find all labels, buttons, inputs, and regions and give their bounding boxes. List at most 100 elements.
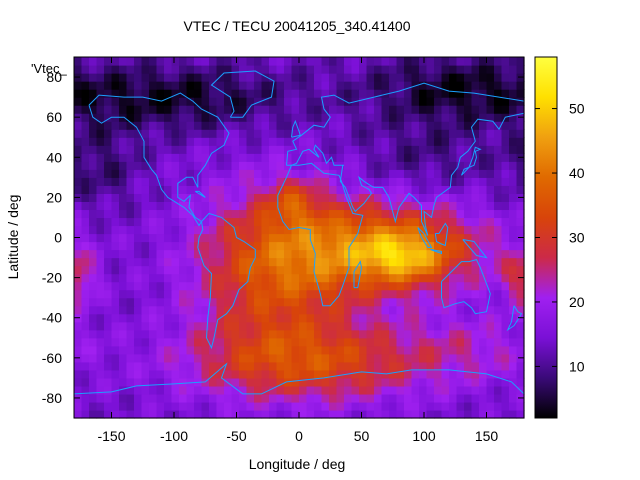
heatmap-cell bbox=[456, 329, 465, 339]
heatmap-cell bbox=[269, 113, 278, 122]
heatmap-cell bbox=[419, 185, 428, 194]
heatmap-cell bbox=[269, 177, 278, 186]
heatmap-cell bbox=[464, 201, 473, 211]
heatmap-cell bbox=[344, 57, 353, 66]
heatmap-cell bbox=[81, 145, 90, 154]
heatmap-cell bbox=[411, 169, 420, 178]
heatmap-cell bbox=[254, 113, 263, 122]
heatmap-cell bbox=[141, 249, 150, 259]
heatmap-cell bbox=[231, 249, 240, 259]
heatmap-cell bbox=[156, 369, 165, 379]
heatmap-cell bbox=[246, 161, 255, 170]
heatmap-cell bbox=[441, 329, 450, 339]
heatmap-cell bbox=[246, 145, 255, 154]
heatmap-cell bbox=[141, 153, 150, 162]
heatmap-cell bbox=[494, 129, 503, 138]
heatmap-cell bbox=[231, 257, 240, 267]
heatmap-cell bbox=[396, 409, 405, 419]
heatmap-cell bbox=[434, 129, 443, 138]
heatmap-cell bbox=[396, 113, 405, 122]
heatmap-cell bbox=[344, 281, 353, 291]
heatmap-cell bbox=[486, 129, 495, 138]
heatmap-cell bbox=[291, 57, 300, 66]
heatmap-cell bbox=[479, 329, 488, 339]
heatmap-cell bbox=[156, 177, 165, 186]
heatmap-cell bbox=[366, 369, 375, 379]
heatmap-cell bbox=[254, 249, 263, 259]
heatmap-cell bbox=[186, 273, 195, 283]
heatmap-cell bbox=[156, 233, 165, 243]
heatmap-cell bbox=[426, 73, 435, 82]
heatmap-cell bbox=[509, 177, 518, 186]
heatmap-cell bbox=[464, 97, 473, 106]
heatmap-cell bbox=[404, 409, 413, 419]
heatmap-cell bbox=[456, 281, 465, 291]
heatmap-cell bbox=[374, 209, 383, 219]
heatmap-cell bbox=[74, 129, 83, 138]
heatmap-cell bbox=[299, 241, 308, 251]
heatmap-cell bbox=[366, 345, 375, 355]
heatmap-cell bbox=[441, 257, 450, 267]
heatmap-cell bbox=[404, 265, 413, 275]
heatmap-cell bbox=[171, 321, 180, 331]
heatmap-cell bbox=[419, 321, 428, 331]
heatmap-cell bbox=[329, 185, 338, 194]
heatmap-cell bbox=[479, 297, 488, 307]
heatmap-cell bbox=[381, 89, 390, 98]
heatmap-cell bbox=[396, 393, 405, 403]
heatmap-cell bbox=[74, 241, 83, 251]
x-tick-label: 0 bbox=[295, 428, 303, 444]
heatmap-cell bbox=[329, 121, 338, 130]
heatmap-cell bbox=[96, 361, 105, 371]
heatmap-cell bbox=[396, 233, 405, 243]
heatmap-cell bbox=[164, 281, 173, 291]
heatmap-cell bbox=[209, 113, 218, 122]
heatmap-cell bbox=[231, 345, 240, 355]
heatmap-cell bbox=[419, 137, 428, 146]
heatmap-cell bbox=[479, 129, 488, 138]
heatmap-cell bbox=[366, 297, 375, 307]
heatmap-cell bbox=[141, 385, 150, 395]
heatmap-cell bbox=[501, 209, 510, 219]
heatmap-cell bbox=[404, 361, 413, 371]
heatmap-cell bbox=[284, 297, 293, 307]
heatmap-cell bbox=[149, 145, 158, 154]
heatmap-cell bbox=[411, 281, 420, 291]
heatmap-cell bbox=[134, 297, 143, 307]
heatmap-cell bbox=[494, 265, 503, 275]
heatmap-cell bbox=[434, 241, 443, 251]
heatmap-cell bbox=[194, 161, 203, 170]
heatmap-cell bbox=[104, 105, 113, 114]
heatmap-cell bbox=[126, 201, 135, 211]
heatmap-cell bbox=[119, 81, 128, 90]
heatmap-cell bbox=[449, 193, 458, 202]
heatmap-cell bbox=[239, 377, 248, 387]
heatmap-cell bbox=[156, 217, 165, 227]
heatmap-cell bbox=[501, 385, 510, 395]
heatmap-cell bbox=[89, 193, 98, 202]
heatmap-cell bbox=[314, 321, 323, 331]
heatmap-cell bbox=[126, 329, 135, 339]
heatmap-cell bbox=[74, 177, 83, 186]
heatmap-cell bbox=[261, 57, 270, 66]
heatmap-cell bbox=[434, 89, 443, 98]
heatmap-cell bbox=[306, 81, 315, 90]
heatmap-cell bbox=[516, 97, 525, 106]
heatmap-cell bbox=[164, 401, 173, 411]
heatmap-cell bbox=[449, 385, 458, 395]
heatmap-cell bbox=[411, 233, 420, 243]
heatmap-cell bbox=[81, 409, 90, 419]
heatmap-cell bbox=[104, 89, 113, 98]
heatmap-cell bbox=[344, 297, 353, 307]
heatmap-cell bbox=[186, 369, 195, 379]
heatmap-cell bbox=[156, 401, 165, 411]
heatmap-cell bbox=[201, 89, 210, 98]
heatmap-cell bbox=[366, 273, 375, 283]
heatmap-cell bbox=[306, 345, 315, 355]
heatmap-cell bbox=[359, 209, 368, 219]
heatmap-cell bbox=[306, 353, 315, 363]
heatmap-cell bbox=[74, 385, 83, 395]
x-tick-label: -50 bbox=[226, 428, 246, 444]
heatmap-cell bbox=[141, 73, 150, 82]
